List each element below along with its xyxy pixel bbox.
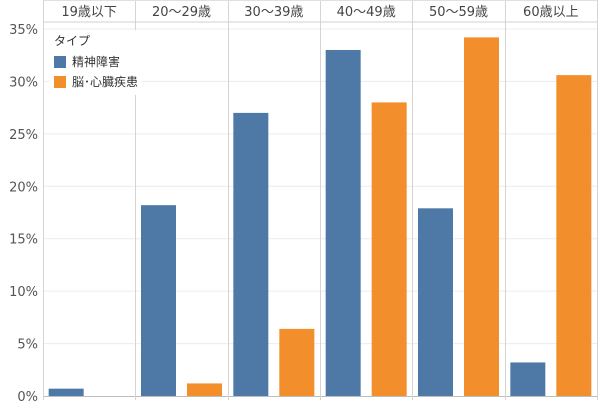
y-tick-label: 30% xyxy=(9,75,38,90)
category-label: 30〜39歳 xyxy=(244,5,303,20)
y-axis: 0% 5% 10% 15% 20% 25% 30% 35% xyxy=(9,23,38,402)
y-tick-label: 20% xyxy=(9,180,38,195)
bar xyxy=(48,388,84,396)
bar xyxy=(187,383,222,396)
legend: タイプ 精神障害 脳･心臓疾患 xyxy=(50,30,143,95)
y-tick-label: 0% xyxy=(17,390,38,402)
legend-swatch-series-1 xyxy=(54,55,66,68)
category-header: 19歳以下 20〜29歳 30〜39歳 40〜49歳 50〜59歳 60歳以上 xyxy=(43,0,597,23)
legend-swatch-series-2 xyxy=(54,75,66,88)
y-tick-label: 35% xyxy=(9,23,38,38)
legend-item-series-1[interactable]: 精神障害 xyxy=(54,53,138,70)
bar xyxy=(233,112,269,396)
category-label: 60歳以上 xyxy=(523,5,579,20)
bar xyxy=(279,328,315,396)
bar xyxy=(371,102,407,397)
y-tick-label: 25% xyxy=(9,128,38,143)
legend-title: タイプ xyxy=(54,34,91,48)
category-dividers xyxy=(43,0,598,400)
legend-label-series-1: 精神障害 xyxy=(72,55,121,69)
y-tick-label: 15% xyxy=(9,233,38,248)
y-tick-label: 5% xyxy=(17,338,38,353)
legend-item-series-2[interactable]: 脳･心臓疾患 xyxy=(54,73,138,90)
y-tick-label: 10% xyxy=(9,285,38,300)
bars xyxy=(48,37,592,397)
bar xyxy=(510,362,546,396)
bar xyxy=(418,208,453,396)
bar xyxy=(325,49,361,396)
bar xyxy=(141,205,176,396)
legend-label-series-2: 脳･心臓疾患 xyxy=(72,75,139,89)
bar xyxy=(464,37,499,396)
category-label: 19歳以下 xyxy=(61,5,117,20)
category-label: 40〜49歳 xyxy=(337,5,396,20)
category-label: 20〜29歳 xyxy=(152,5,211,20)
bar xyxy=(556,75,592,396)
category-label: 50〜59歳 xyxy=(429,5,488,20)
